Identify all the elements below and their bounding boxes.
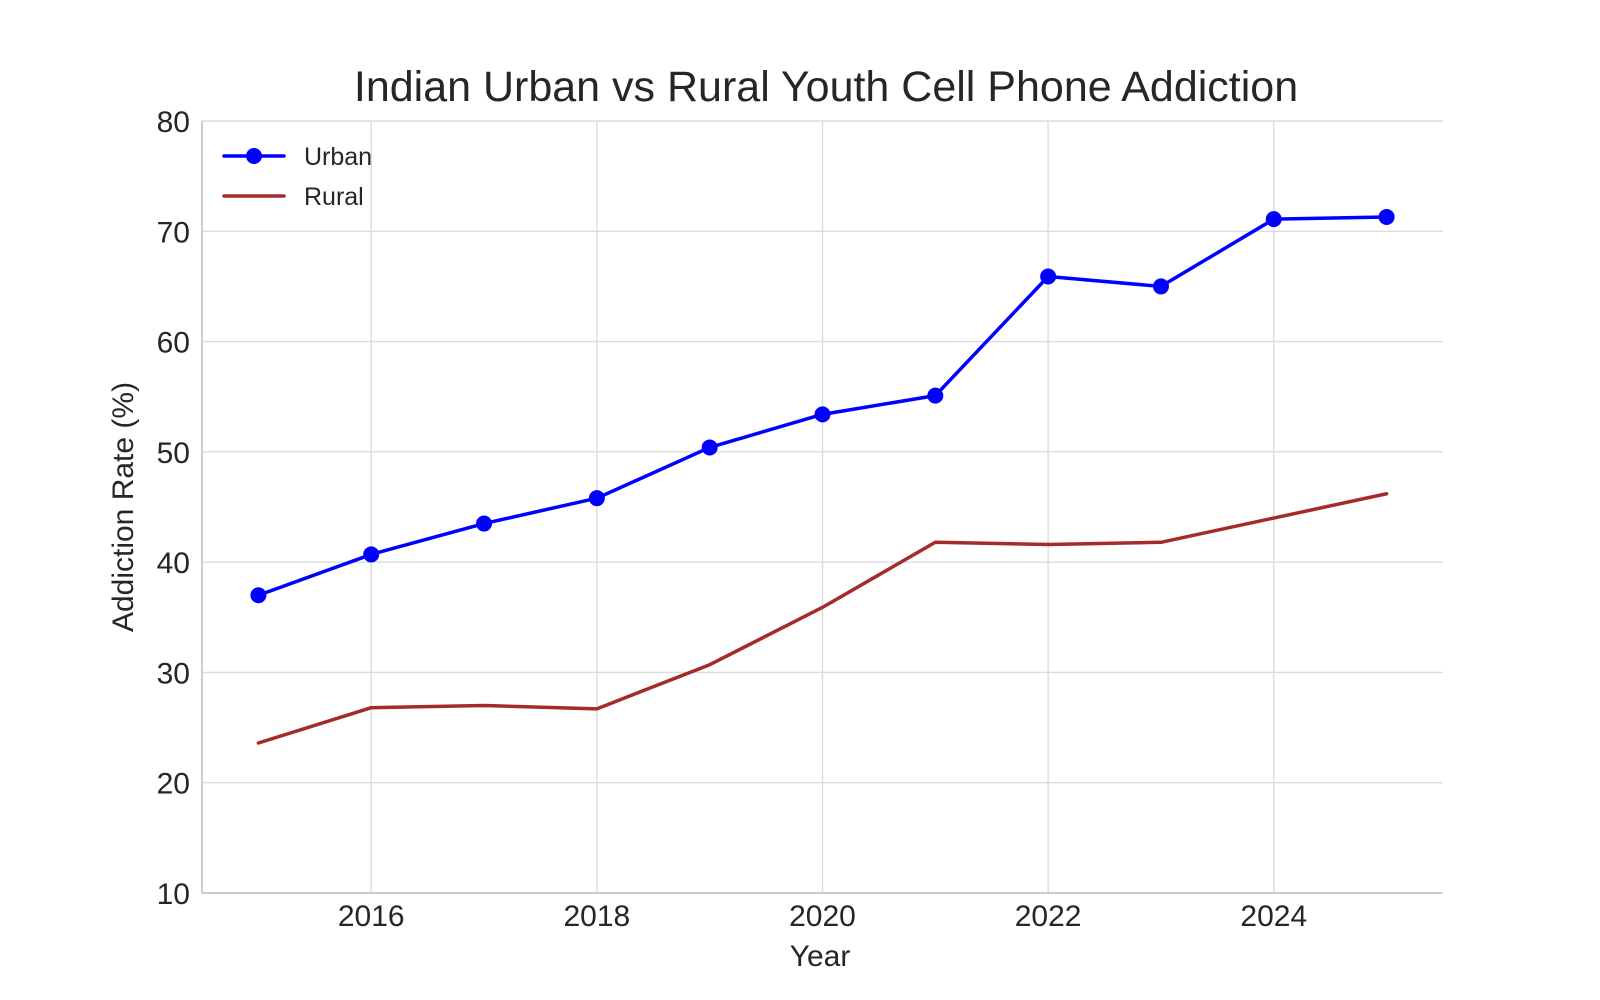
data-point-urban xyxy=(814,406,831,423)
x-tick-label: 2020 xyxy=(789,900,856,933)
y-tick-label: 10 xyxy=(157,878,190,911)
axes: 2016 2018 2020 2022 2024 10 20 30 40 50 60 70 80 xyxy=(157,106,1443,933)
data-point-urban xyxy=(1040,268,1057,285)
y-tick-label: 60 xyxy=(157,327,190,360)
y-tick-label: 30 xyxy=(157,657,190,690)
series-line-rural xyxy=(256,492,1389,745)
grid xyxy=(202,120,1443,893)
legend: Urban Rural xyxy=(222,143,372,211)
legend-label-rural: Rural xyxy=(304,183,364,211)
series-layer xyxy=(250,208,1395,745)
data-point-urban xyxy=(701,439,718,456)
data-point-urban xyxy=(1152,278,1169,295)
y-tick-label: 80 xyxy=(157,106,190,139)
y-tick-label: 70 xyxy=(157,216,190,249)
data-point-urban xyxy=(363,546,380,563)
y-tick-label: 50 xyxy=(157,437,190,470)
y-tick-label: 20 xyxy=(157,768,190,801)
data-point-urban xyxy=(476,515,493,532)
data-point-urban xyxy=(1378,208,1395,225)
data-point-urban xyxy=(927,387,944,404)
x-tick-label: 2024 xyxy=(1240,900,1307,933)
y-tick-label: 40 xyxy=(157,547,190,580)
legend-label-urban: Urban xyxy=(304,143,372,171)
data-point-urban xyxy=(588,490,605,507)
legend-marker-urban xyxy=(246,148,262,164)
x-tick-label: 2018 xyxy=(563,900,630,933)
x-tick-label: 2022 xyxy=(1015,900,1082,933)
data-point-urban xyxy=(250,587,267,604)
x-tick-label: 2016 xyxy=(338,900,405,933)
y-axis-label: Addiction Rate (%) xyxy=(107,382,140,632)
x-axis-label: Year xyxy=(790,940,851,973)
data-point-urban xyxy=(1265,211,1282,228)
chart-title: Indian Urban vs Rural Youth Cell Phone A… xyxy=(354,63,1298,111)
